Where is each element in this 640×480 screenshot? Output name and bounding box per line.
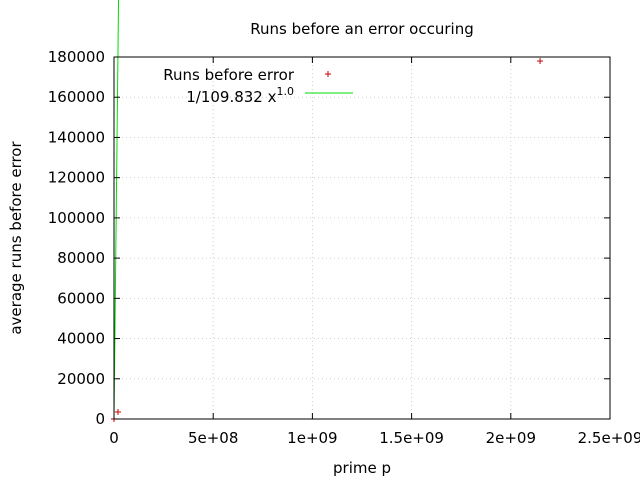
fit-line	[113, 0, 120, 420]
series-layer	[111, 0, 544, 422]
x-axis-label: prime p	[333, 459, 391, 477]
plot-frame	[113, 56, 611, 420]
y-tick-label: 0	[95, 410, 105, 428]
legend-fit-prefix: 1/109.832 x	[186, 88, 276, 106]
y-tick-label: 80000	[57, 249, 105, 267]
y-tick-label: 40000	[57, 330, 105, 348]
legend-label-fit: 1/109.832 x1.0	[186, 85, 294, 106]
data-point	[114, 408, 121, 415]
y-tick-label: 120000	[48, 169, 105, 187]
chart-title: Runs before an error occuring	[250, 20, 473, 38]
axis-ticks: 0 20000 40000 60000 80000 100000 120000 140000 1…	[48, 48, 640, 447]
data-point	[537, 58, 544, 65]
x-tick-label: 2e+09	[486, 429, 536, 447]
y-tick-label: 180000	[48, 48, 105, 66]
grid	[114, 57, 610, 419]
legend-label-points: Runs before error	[163, 66, 295, 84]
x-tick-label: 1.5e+09	[379, 429, 444, 447]
x-tick-label: 5e+08	[188, 429, 238, 447]
x-tick-label: 2.5e+09	[578, 429, 640, 447]
legend-fit-exponent: 1.0	[277, 85, 295, 98]
legend-plus	[325, 71, 331, 77]
y-axis-label: average runs before error	[7, 141, 25, 335]
x-tick-label: 1e+09	[287, 429, 337, 447]
x-tick-label: 0	[109, 429, 119, 447]
legend: Runs before error 1/109.832 x1.0	[163, 66, 353, 106]
y-tick-label: 60000	[57, 289, 105, 307]
y-tick-label: 140000	[48, 128, 105, 146]
y-tick-label: 100000	[48, 209, 105, 227]
y-tick-label: 160000	[48, 88, 105, 106]
y-tick-label: 20000	[57, 370, 105, 388]
legend-marker-points	[325, 71, 331, 77]
